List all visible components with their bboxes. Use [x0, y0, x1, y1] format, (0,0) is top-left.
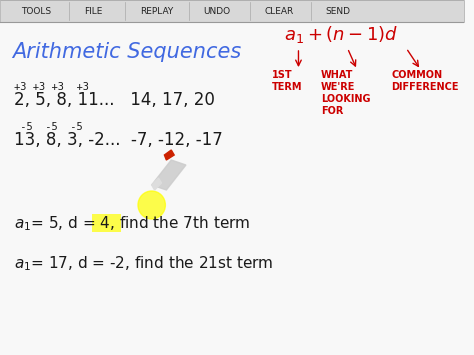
- Circle shape: [138, 191, 165, 219]
- Text: $a_1 + (n-1)d$: $a_1 + (n-1)d$: [284, 24, 398, 45]
- Text: REPLAY: REPLAY: [140, 6, 173, 16]
- Text: -5  -5  -5: -5 -5 -5: [14, 122, 82, 132]
- Text: UNDO: UNDO: [204, 6, 231, 16]
- Text: COMMON: COMMON: [392, 70, 443, 80]
- Polygon shape: [164, 150, 174, 160]
- Text: 13, 8, 3, -2...  -7, -12, -17: 13, 8, 3, -2... -7, -12, -17: [14, 131, 222, 149]
- FancyBboxPatch shape: [92, 214, 121, 232]
- Text: Arithmetic Sequences: Arithmetic Sequences: [12, 42, 241, 62]
- Text: TOOLS: TOOLS: [21, 6, 51, 16]
- Text: WHAT: WHAT: [321, 70, 353, 80]
- Text: 2, 5, 8, 11...   14, 17, 20: 2, 5, 8, 11... 14, 17, 20: [14, 91, 215, 109]
- Text: CLEAR: CLEAR: [264, 6, 293, 16]
- Text: +3 +3 +3  +3: +3 +3 +3 +3: [14, 82, 89, 92]
- Text: 1ST: 1ST: [272, 70, 292, 80]
- Text: FILE: FILE: [84, 6, 102, 16]
- Polygon shape: [152, 160, 186, 190]
- Text: $a_1$= 17, d = -2, find the 21st term: $a_1$= 17, d = -2, find the 21st term: [14, 254, 273, 273]
- FancyBboxPatch shape: [0, 0, 464, 22]
- Text: $a_1$= 5, d = 4, find the 7th term: $a_1$= 5, d = 4, find the 7th term: [14, 214, 250, 233]
- Text: WE'RE: WE'RE: [321, 82, 356, 92]
- Text: SEND: SEND: [325, 6, 350, 16]
- Text: FOR: FOR: [321, 106, 343, 116]
- Text: TERM: TERM: [272, 82, 302, 92]
- Text: LOOKING: LOOKING: [321, 94, 371, 104]
- Text: DIFFERENCE: DIFFERENCE: [392, 82, 459, 92]
- Polygon shape: [152, 178, 162, 190]
